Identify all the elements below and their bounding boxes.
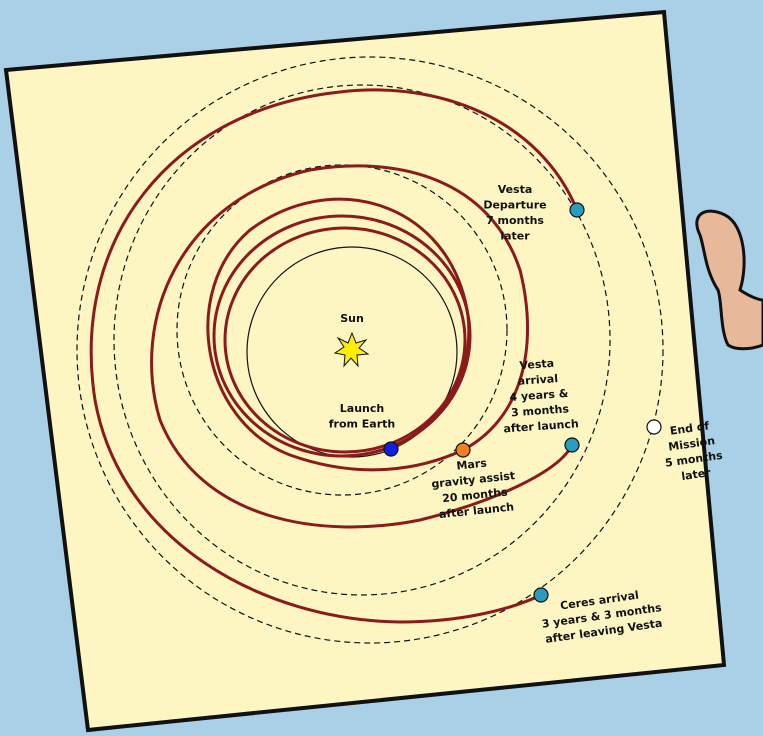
mars bbox=[455, 442, 471, 458]
label: Vesta Departure 7 months later bbox=[483, 183, 546, 243]
vesta-departure bbox=[569, 202, 585, 218]
label-line: arrival bbox=[517, 372, 558, 388]
label-line: Departure bbox=[483, 199, 546, 212]
trajectory bbox=[206, 197, 471, 472]
end-of-mission bbox=[646, 419, 662, 435]
label-line: after launch bbox=[503, 417, 579, 435]
ceres-orbit bbox=[76, 56, 664, 644]
vesta-orbit bbox=[113, 84, 611, 596]
trajectory bbox=[223, 226, 467, 454]
label: Launch from Earth bbox=[329, 402, 396, 431]
label-line: End of bbox=[669, 419, 710, 437]
ear bbox=[695, 209, 763, 351]
label-line: Launch bbox=[340, 402, 384, 415]
label-line: Sun bbox=[340, 312, 364, 325]
trajectory bbox=[150, 164, 574, 529]
earth bbox=[383, 441, 399, 457]
label-line: Mars bbox=[456, 456, 488, 472]
ceres bbox=[533, 587, 549, 603]
label-line: 4 years & bbox=[509, 387, 569, 404]
label-line: later bbox=[500, 230, 530, 243]
label-line: later bbox=[681, 466, 712, 483]
label-line: 3 months bbox=[511, 402, 570, 419]
label-line: 7 months bbox=[486, 214, 544, 227]
vesta-arrival bbox=[564, 437, 580, 453]
label-line: Mission bbox=[668, 434, 716, 453]
label-line: Vesta bbox=[498, 183, 533, 196]
label: Sun bbox=[340, 312, 364, 325]
sun bbox=[333, 331, 370, 368]
trajectory bbox=[89, 88, 579, 624]
mars-orbit bbox=[176, 164, 508, 496]
label-line: Vesta bbox=[519, 357, 554, 372]
label-line: from Earth bbox=[329, 418, 396, 431]
